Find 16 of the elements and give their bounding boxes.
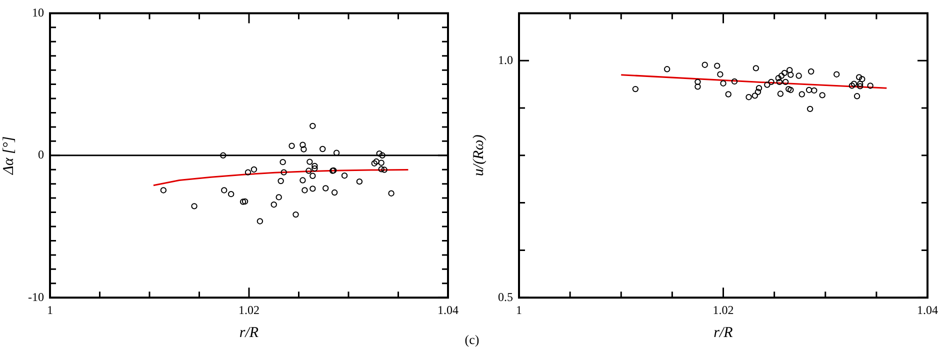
y-axis-title: u/(Rω) (470, 134, 487, 176)
y-tick-label: 0 (38, 148, 44, 162)
x-tick-label: 1.02 (238, 302, 260, 317)
y-tick-label: 10 (32, 5, 44, 20)
x-axis-title: r/R (714, 324, 733, 341)
x-tick-label: 1 (46, 302, 53, 317)
x-tick-label: 1.02 (712, 302, 734, 317)
text: (c) (464, 332, 480, 347)
y-axis-title: Δα [°] (0, 136, 17, 176)
y-tick-label: 1.0 (498, 52, 513, 67)
x-tick-label: 1.04 (917, 302, 938, 317)
y-tick-label: -10 (28, 290, 44, 304)
x-axis-title: r/R (239, 324, 259, 341)
x-tick-label: 1.04 (438, 302, 458, 317)
x-tick-label: 1 (516, 302, 522, 317)
y-tick-label: 0.5 (498, 290, 513, 304)
